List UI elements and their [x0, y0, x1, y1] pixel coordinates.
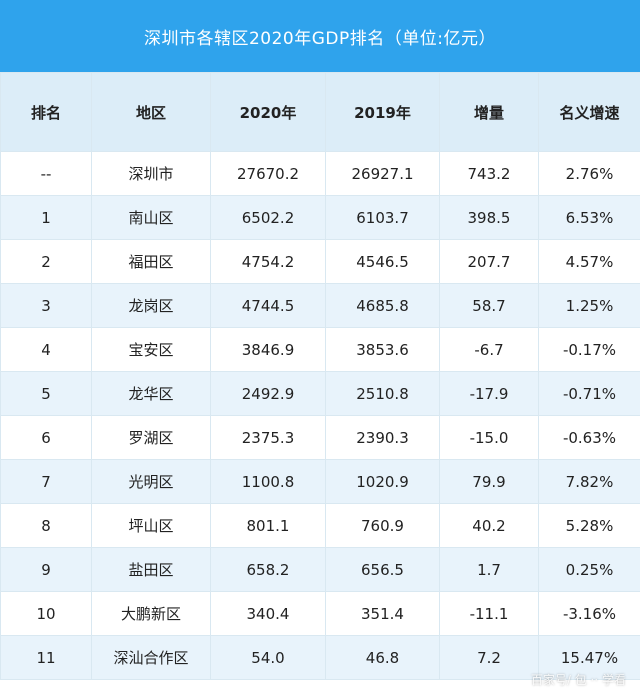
table-row: 7 光明区 1100.8 1020.9 79.9 7.82%	[0, 459, 640, 504]
table-row: 11 深汕合作区 54.0 46.8 7.2 15.47%	[0, 635, 640, 680]
cell-increase: -17.9	[439, 371, 539, 416]
cell-increase: 398.5	[439, 195, 539, 240]
header-gdp-2019: 2019年	[325, 72, 440, 152]
cell-gdp-2019: 351.4	[325, 591, 440, 636]
cell-rank: 8	[0, 503, 92, 548]
cell-gdp-2019: 2390.3	[325, 415, 440, 460]
cell-gdp-2019: 26927.1	[325, 151, 440, 196]
cell-growth-rate: -0.71%	[538, 371, 640, 416]
cell-gdp-2020: 801.1	[210, 503, 326, 548]
cell-increase: 743.2	[439, 151, 539, 196]
cell-gdp-2019: 4546.5	[325, 239, 440, 284]
header-gdp-2020: 2020年	[210, 72, 326, 152]
cell-rank: 2	[0, 239, 92, 284]
cell-rank: 5	[0, 371, 92, 416]
cell-increase: 7.2	[439, 635, 539, 680]
cell-gdp-2019: 760.9	[325, 503, 440, 548]
cell-increase: -11.1	[439, 591, 539, 636]
table-row: 1 南山区 6502.2 6103.7 398.5 6.53%	[0, 195, 640, 240]
cell-increase: 79.9	[439, 459, 539, 504]
cell-growth-rate: 5.28%	[538, 503, 640, 548]
cell-district: 大鹏新区	[91, 591, 211, 636]
cell-gdp-2020: 6502.2	[210, 195, 326, 240]
cell-gdp-2020: 2375.3	[210, 415, 326, 460]
cell-growth-rate: 15.47%	[538, 635, 640, 680]
cell-rank: 7	[0, 459, 92, 504]
cell-rank: 9	[0, 547, 92, 592]
cell-growth-rate: -3.16%	[538, 591, 640, 636]
cell-increase: 1.7	[439, 547, 539, 592]
cell-rank: 6	[0, 415, 92, 460]
cell-gdp-2020: 54.0	[210, 635, 326, 680]
cell-gdp-2019: 4685.8	[325, 283, 440, 328]
header-growth-rate: 名义增速	[538, 72, 640, 152]
cell-gdp-2020: 3846.9	[210, 327, 326, 372]
cell-district: 坪山区	[91, 503, 211, 548]
cell-gdp-2019: 2510.8	[325, 371, 440, 416]
cell-rank: 3	[0, 283, 92, 328]
cell-rank: 10	[0, 591, 92, 636]
cell-increase: 40.2	[439, 503, 539, 548]
cell-rank: --	[0, 151, 92, 196]
table-row: 4 宝安区 3846.9 3853.6 -6.7 -0.17%	[0, 327, 640, 372]
cell-gdp-2019: 656.5	[325, 547, 440, 592]
gdp-table: 排名 地区 2020年 2019年 增量 名义增速 -- 深圳市 27670.2 26…	[0, 72, 640, 680]
header-district: 地区	[91, 72, 211, 152]
cell-rank: 11	[0, 635, 92, 680]
cell-growth-rate: 6.53%	[538, 195, 640, 240]
table-row: 9 盐田区 658.2 656.5 1.7 0.25%	[0, 547, 640, 592]
cell-district: 光明区	[91, 459, 211, 504]
cell-district: 龙岗区	[91, 283, 211, 328]
header-increase: 增量	[439, 72, 539, 152]
cell-district: 罗湖区	[91, 415, 211, 460]
cell-increase: 207.7	[439, 239, 539, 284]
cell-growth-rate: 7.82%	[538, 459, 640, 504]
cell-district: 龙华区	[91, 371, 211, 416]
cell-growth-rate: -0.17%	[538, 327, 640, 372]
cell-district: 深汕合作区	[91, 635, 211, 680]
table-row: 8 坪山区 801.1 760.9 40.2 5.28%	[0, 503, 640, 548]
cell-rank: 1	[0, 195, 92, 240]
cell-gdp-2020: 1100.8	[210, 459, 326, 504]
cell-gdp-2019: 46.8	[325, 635, 440, 680]
cell-district: 南山区	[91, 195, 211, 240]
table-row: 6 罗湖区 2375.3 2390.3 -15.0 -0.63%	[0, 415, 640, 460]
watermark-text: 百家号/ 包 ·· 学看	[530, 673, 626, 687]
cell-increase: -6.7	[439, 327, 539, 372]
table-body: -- 深圳市 27670.2 26927.1 743.2 2.76% 1 南山区 6502.2 6…	[0, 151, 640, 680]
cell-district: 深圳市	[91, 151, 211, 196]
cell-rank: 4	[0, 327, 92, 372]
cell-gdp-2020: 27670.2	[210, 151, 326, 196]
cell-gdp-2019: 3853.6	[325, 327, 440, 372]
cell-district: 宝安区	[91, 327, 211, 372]
header-rank: 排名	[0, 72, 92, 152]
cell-growth-rate: 1.25%	[538, 283, 640, 328]
cell-growth-rate: 0.25%	[538, 547, 640, 592]
cell-gdp-2020: 4744.5	[210, 283, 326, 328]
cell-district: 福田区	[91, 239, 211, 284]
table-title: 深圳市各辖区2020年GDP排名（单位:亿元）	[0, 0, 640, 72]
cell-increase: -15.0	[439, 415, 539, 460]
cell-gdp-2019: 6103.7	[325, 195, 440, 240]
cell-increase: 58.7	[439, 283, 539, 328]
table-row: 2 福田区 4754.2 4546.5 207.7 4.57%	[0, 239, 640, 284]
cell-gdp-2020: 2492.9	[210, 371, 326, 416]
cell-gdp-2020: 340.4	[210, 591, 326, 636]
cell-gdp-2020: 658.2	[210, 547, 326, 592]
cell-growth-rate: 2.76%	[538, 151, 640, 196]
cell-gdp-2020: 4754.2	[210, 239, 326, 284]
cell-district: 盐田区	[91, 547, 211, 592]
table-header-row: 排名 地区 2020年 2019年 增量 名义增速	[0, 72, 640, 152]
cell-growth-rate: 4.57%	[538, 239, 640, 284]
table-row: 3 龙岗区 4744.5 4685.8 58.7 1.25%	[0, 283, 640, 328]
table-row: 10 大鹏新区 340.4 351.4 -11.1 -3.16%	[0, 591, 640, 636]
cell-gdp-2019: 1020.9	[325, 459, 440, 504]
table-row: -- 深圳市 27670.2 26927.1 743.2 2.76%	[0, 151, 640, 196]
cell-growth-rate: -0.63%	[538, 415, 640, 460]
table-row: 5 龙华区 2492.9 2510.8 -17.9 -0.71%	[0, 371, 640, 416]
